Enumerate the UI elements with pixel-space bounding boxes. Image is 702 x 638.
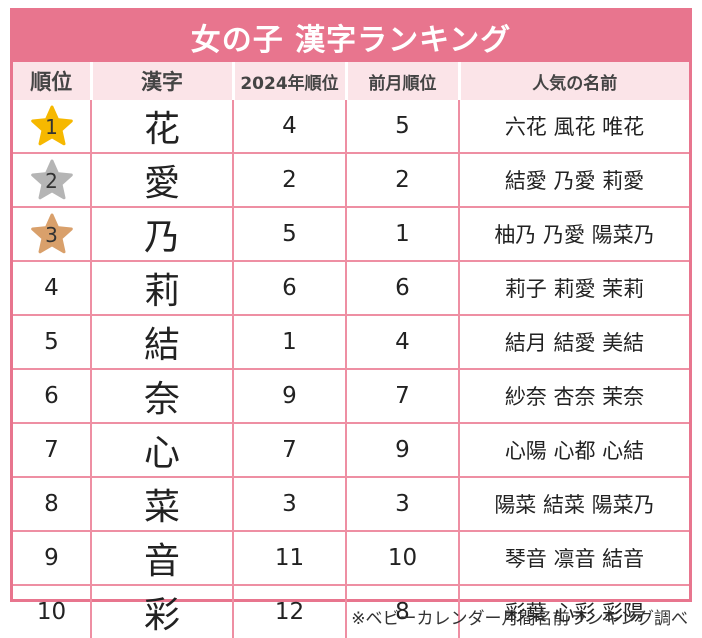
rank-cell: 5 [13, 314, 91, 369]
popular-names-cell: 陽菜 結菜 陽菜乃 [458, 476, 689, 531]
table-row: 2 愛 2 2 結愛 乃愛 莉愛 [13, 152, 689, 207]
prev-month-rank-cell: 10 [345, 530, 459, 585]
rank-number: 1 [45, 115, 58, 139]
header-rank: 順位 [13, 62, 93, 100]
kanji-cell: 結 [90, 314, 233, 369]
rank-cell: 2 [13, 152, 91, 207]
rank-cell: 4 [13, 260, 91, 315]
prev-month-rank-cell: 4 [345, 314, 459, 369]
prev-month-rank-cell: 9 [345, 422, 459, 477]
table-row: 7 心 7 9 心陽 心都 心結 [13, 422, 689, 477]
kanji-cell: 彩 [90, 584, 233, 638]
rank-2024-cell: 7 [232, 422, 346, 477]
popular-names-cell: 琴音 凛音 結音 [458, 530, 689, 585]
table-row: 4 莉 6 6 莉子 莉愛 茉莉 [13, 260, 689, 315]
prev-month-rank-cell: 1 [345, 206, 459, 261]
prev-month-rank-cell: 8 [345, 584, 459, 638]
popular-names-cell: 六花 風花 唯花 [458, 100, 689, 153]
rank-2024-cell: 4 [232, 100, 346, 153]
prev-month-rank-cell: 3 [345, 476, 459, 531]
table-row: 8 菜 3 3 陽菜 結菜 陽菜乃 [13, 476, 689, 531]
popular-names-cell: 紗奈 杏奈 茉奈 [458, 368, 689, 423]
ranking-table: 順位 漢字 2024年順位 前月順位 人気の名前 1 花 4 5 六花 風花 唯花 2 愛 2… [13, 62, 689, 638]
table-row: 9 音 11 10 琴音 凛音 結音 [13, 530, 689, 585]
prev-month-rank-cell: 6 [345, 260, 459, 315]
table-row: 5 結 1 4 結月 結愛 美結 [13, 314, 689, 369]
prev-month-rank-cell: 2 [345, 152, 459, 207]
popular-names-cell: 莉子 莉愛 茉莉 [458, 260, 689, 315]
rank-cell: 10 [13, 584, 91, 638]
rank-2024-cell: 5 [232, 206, 346, 261]
rank-cell: 9 [13, 530, 91, 585]
kanji-cell: 愛 [90, 152, 233, 207]
kanji-cell: 音 [90, 530, 233, 585]
kanji-cell: 乃 [90, 206, 233, 261]
gold-star-icon: 1 [29, 104, 75, 148]
rank-cell: 1 [13, 100, 91, 153]
kanji-cell: 奈 [90, 368, 233, 423]
rank-cell: 6 [13, 368, 91, 423]
table-row: 1 花 4 5 六花 風花 唯花 [13, 100, 689, 153]
table-row: 3 乃 5 1 柚乃 乃愛 陽菜乃 [13, 206, 689, 261]
rank-cell: 8 [13, 476, 91, 531]
kanji-cell: 莉 [90, 260, 233, 315]
table-header-row: 順位 漢字 2024年順位 前月順位 人気の名前 [13, 62, 689, 100]
popular-names-cell: 心陽 心都 心結 [458, 422, 689, 477]
table-row: 6 奈 9 7 紗奈 杏奈 茉奈 [13, 368, 689, 423]
rank-2024-cell: 2 [232, 152, 346, 207]
popular-names-cell: 柚乃 乃愛 陽菜乃 [458, 206, 689, 261]
rank-2024-cell: 9 [232, 368, 346, 423]
rank-number: 3 [45, 223, 58, 247]
rank-2024-cell: 3 [232, 476, 346, 531]
source-footnote: ※ベビーカレンダー月間名前ランキング調べ [351, 609, 688, 629]
header-popular-names: 人気の名前 [459, 62, 689, 100]
kanji-cell: 花 [90, 100, 233, 153]
header-rank-2024: 2024年順位 [233, 62, 348, 100]
rank-2024-cell: 11 [232, 530, 346, 585]
rank-2024-cell: 1 [232, 314, 346, 369]
rank-2024-cell: 6 [232, 260, 346, 315]
rank-cell: 7 [13, 422, 91, 477]
header-prev-month: 前月順位 [346, 62, 461, 100]
prev-month-rank-cell: 5 [345, 100, 459, 153]
table-row: 10 彩 12 8 彩葉 心彩 彩陽 [13, 584, 689, 638]
prev-month-rank-cell: 7 [345, 368, 459, 423]
bronze-star-icon: 3 [29, 212, 75, 256]
rank-2024-cell: 12 [232, 584, 346, 638]
popular-names-cell: 彩葉 心彩 彩陽 [458, 584, 689, 638]
kanji-cell: 菜 [90, 476, 233, 531]
popular-names-cell: 結月 結愛 美結 [458, 314, 689, 369]
header-kanji: 漢字 [91, 62, 235, 100]
kanji-cell: 心 [90, 422, 233, 477]
page-title: 女の子 漢字ランキング [13, 11, 689, 62]
popular-names-cell: 結愛 乃愛 莉愛 [458, 152, 689, 207]
rank-cell: 3 [13, 206, 91, 261]
silver-star-icon: 2 [29, 158, 75, 202]
rank-number: 2 [45, 169, 58, 193]
